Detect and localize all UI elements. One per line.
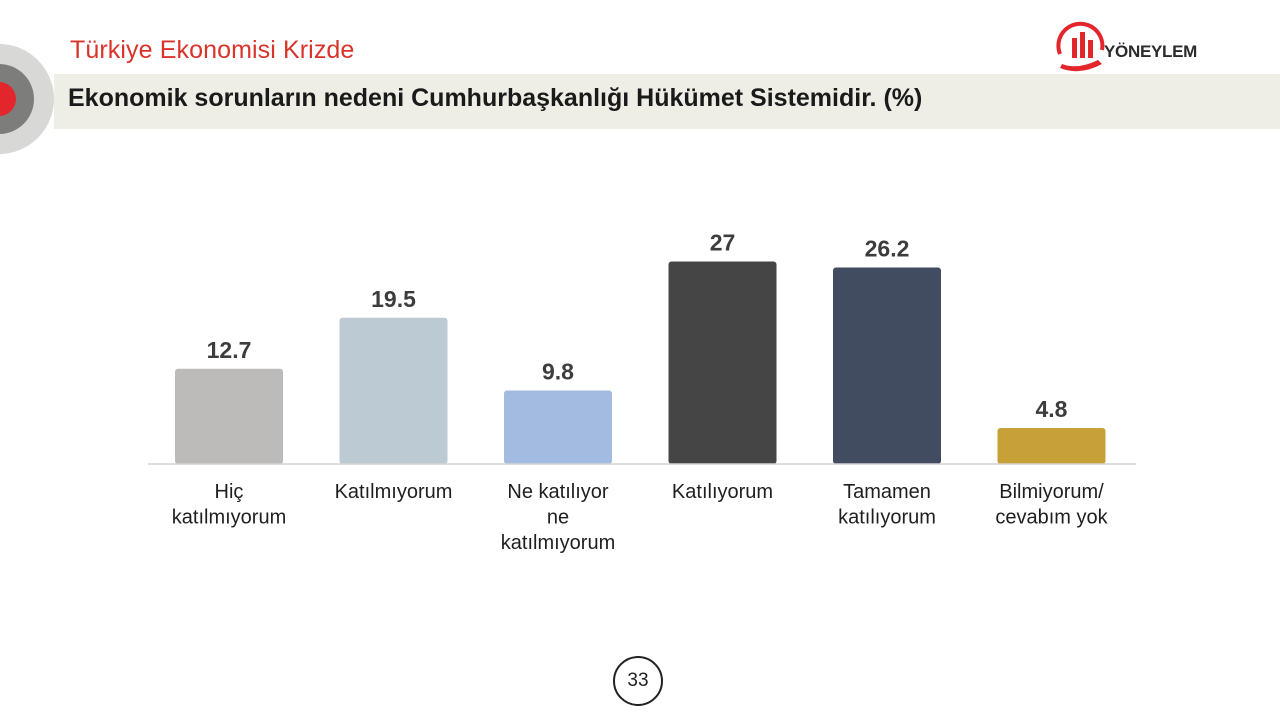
category-label-5: Bilmiyorum/cevabım yok bbox=[995, 481, 1108, 529]
data-label-4: 26.2 bbox=[865, 236, 910, 262]
category-label-line: katılmıyorum bbox=[172, 507, 286, 529]
logo-mark-icon bbox=[1056, 21, 1105, 72]
category-label-line: Ne katılıyor bbox=[507, 481, 608, 503]
category-label-line: Hiç bbox=[215, 481, 244, 503]
bar-3 bbox=[668, 261, 777, 464]
labels-layer: 12.7 Hiç katılmıyorum 19.5 Katılmıyorum 9.8 Ne… bbox=[172, 230, 1109, 555]
decorative-circle-inner bbox=[0, 82, 16, 116]
category-label-line: cevabım yok bbox=[995, 507, 1108, 529]
category-label-line: Katılmıyorum bbox=[335, 481, 453, 503]
category-label-1: Katılmıyorum bbox=[335, 481, 453, 503]
yoneylem-logo bbox=[1050, 20, 1220, 76]
category-label-line: Tamamen bbox=[843, 481, 931, 503]
header-kicker: Türkiye Ekonomisi Krizde bbox=[70, 36, 355, 64]
data-label-0: 12.7 bbox=[207, 337, 252, 363]
category-label-line: Katılıyorum bbox=[672, 481, 773, 503]
bars-layer bbox=[175, 261, 1106, 464]
bar-4 bbox=[833, 267, 941, 464]
bar-1 bbox=[339, 317, 448, 464]
category-label-line: Bilmiyorum/ bbox=[999, 481, 1104, 503]
category-label-2: Ne katılıyor ne katılmıyorum bbox=[501, 481, 615, 554]
page-number: 33 bbox=[613, 656, 663, 706]
data-label-2: 9.8 bbox=[542, 359, 574, 385]
bar-0 bbox=[175, 368, 283, 464]
page-title: Ekonomik sorunların nedeni Cumhurbaşkanl… bbox=[68, 84, 923, 112]
category-label-line: katılmıyorum bbox=[501, 532, 615, 554]
title-band bbox=[54, 74, 1280, 129]
logo-text: YÖNEYLEM bbox=[1104, 42, 1198, 61]
category-label-line: katılıyorum bbox=[838, 507, 936, 529]
bar-5 bbox=[997, 428, 1106, 464]
category-label-4: Tamamen katılıyorum bbox=[838, 481, 936, 529]
data-label-5: 4.8 bbox=[1036, 396, 1068, 422]
category-label-line: ne bbox=[547, 507, 569, 529]
data-label-3: 27 bbox=[710, 230, 736, 256]
bar-2 bbox=[504, 390, 612, 464]
category-label-0: Hiç katılmıyorum bbox=[172, 481, 286, 529]
category-label-3: Katılıyorum bbox=[672, 481, 773, 503]
data-label-1: 19.5 bbox=[371, 286, 416, 312]
